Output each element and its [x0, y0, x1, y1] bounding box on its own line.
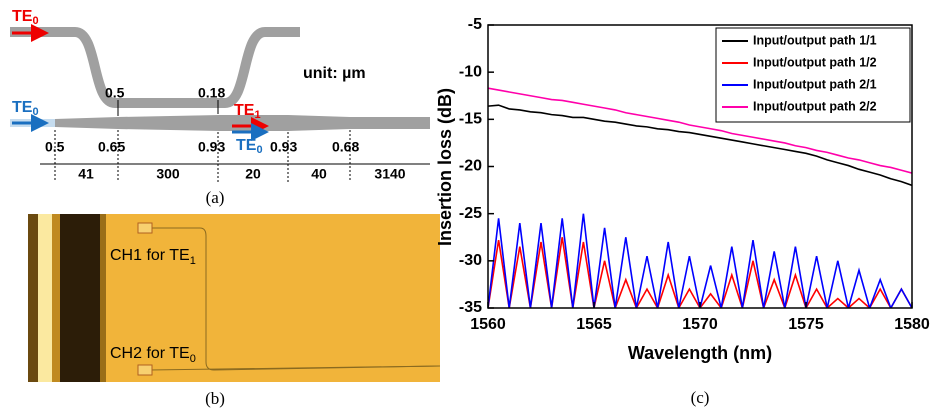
bus-waveguide	[10, 115, 430, 131]
dimension-lines	[54, 130, 351, 182]
length-label: 40	[311, 166, 327, 182]
width-label: 0.93	[270, 139, 297, 155]
legend-label: Input/output path 1/1	[753, 33, 877, 47]
edge	[38, 214, 52, 382]
y-tick-label: -10	[459, 63, 482, 80]
y-tick-label: -35	[459, 299, 482, 316]
waveguide-trace	[149, 365, 441, 371]
x-tick-label: 1580	[894, 316, 930, 333]
mode-label: TE0	[236, 137, 263, 156]
y-axis-label: Insertion loss (dB)	[435, 88, 455, 246]
caption: (a)	[206, 188, 225, 207]
grating-pad	[137, 364, 153, 376]
edge	[52, 214, 60, 382]
caption: (c)	[691, 388, 710, 407]
mode-label: TE0	[12, 99, 39, 118]
panel-a: TE0 TE0 TE1 TE0 0.5 0.18 unit: µm 0.5 0.…	[10, 8, 430, 207]
panel-c: Wavelength (nm) Insertion loss (dB) (c) …	[435, 16, 930, 407]
legend-label: Input/output path 2/1	[753, 77, 877, 91]
x-tick-label: 1565	[576, 316, 612, 333]
channel-label: CH2 for TE0	[110, 345, 196, 365]
y-tick-label: -30	[459, 252, 482, 269]
grating-pad	[137, 222, 153, 234]
edge	[60, 214, 100, 382]
width-label: 0.68	[332, 139, 359, 155]
width-label: 0.93	[198, 139, 225, 155]
gap-label: 0.18	[198, 85, 225, 101]
mode-label: TE0	[12, 8, 39, 27]
length-label: 20	[245, 166, 261, 182]
edge	[100, 214, 106, 382]
width-label: 0.65	[98, 139, 125, 155]
channel-label: CH1 for TE1	[110, 247, 196, 267]
length-label: 3140	[374, 166, 405, 182]
series-line	[488, 87, 912, 174]
panel-b: CH1 for TE1 CH2 for TE0 (b)	[28, 214, 441, 408]
edge	[28, 214, 38, 382]
unit-label: unit: µm	[303, 65, 366, 82]
length-label: 300	[156, 166, 180, 182]
legend-label: Input/output path 2/2	[753, 99, 877, 113]
y-tick-label: -5	[468, 16, 482, 33]
y-tick-label: -15	[459, 111, 482, 128]
x-axis-label: Wavelength (nm)	[628, 343, 772, 363]
x-tick-label: 1570	[682, 316, 718, 333]
coupler-waveguide	[10, 27, 300, 108]
width-label: 0.5	[45, 139, 65, 155]
x-tick-label: 1560	[470, 316, 506, 333]
x-tick-label: 1575	[788, 316, 824, 333]
series-line	[488, 213, 912, 308]
y-tick-label: -25	[459, 205, 482, 222]
series-line	[488, 237, 912, 308]
y-tick-label: -20	[459, 158, 482, 175]
length-label: 41	[78, 166, 94, 182]
series-line	[488, 104, 912, 187]
mode-label: TE1	[234, 102, 261, 121]
legend-label: Input/output path 1/2	[753, 55, 877, 69]
gap-label: 0.5	[105, 85, 125, 101]
caption: (b)	[205, 389, 225, 408]
legend-box	[715, 27, 911, 123]
